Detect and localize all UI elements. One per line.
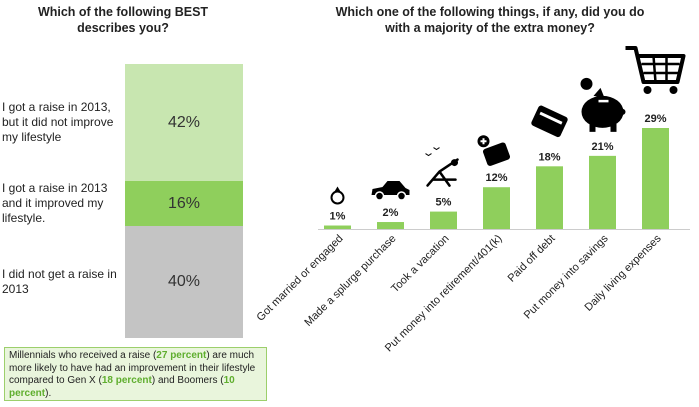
bar-value-label: 1% [330,211,346,223]
medical-kit-icon [477,135,511,166]
pig-leg [610,123,617,132]
pig-ear [593,87,605,98]
cart-wheel [669,86,678,94]
car-wheel [374,191,385,201]
cart-wheel [643,86,652,94]
category-label: Paid off debt [506,233,558,285]
insight-note: Millennials who received a raise (27 per… [4,347,267,401]
right-chart-title: Which one of the following things, if an… [330,4,650,36]
bar [589,155,616,229]
bar [377,222,404,229]
card-body [531,105,568,138]
ring-gem [334,186,341,192]
cart-frame [625,46,686,84]
person-head [451,159,458,167]
left-title-line2: describes you? [77,21,169,35]
note-highlight-boomers: 10 percent [9,375,235,399]
cart-grid [641,55,680,83]
stack-category-label: I did not get a raise in 2013 [2,267,117,297]
bar-value-label: 2% [383,207,399,219]
stack-segment-0: 42% [125,64,243,182]
plus-sign [480,138,487,145]
bar [324,225,351,229]
note-text-3: ) and Boomers ( [151,375,224,386]
category-label: Made a splurge purchase [302,233,398,329]
shopping-cart-icon [625,46,686,94]
birds [425,147,440,157]
bar-value-label: 5% [436,197,452,209]
note-highlight-genx: 18 percent [101,375,152,386]
note-text-4: ). [45,387,52,399]
category-label: Got married or engaged [255,233,346,324]
bar [483,187,510,229]
beach-chair-icon [425,147,459,187]
bar [536,166,563,229]
right-title-text: Which one of the following things, if an… [335,5,645,35]
stack-category-label: I got a raise in 2013, but it did not im… [2,100,114,145]
credit-card-icon [531,105,568,138]
stack-segment-1: 16% [125,181,243,227]
bar-value-label: 18% [538,151,560,163]
piggy-bank-icon [580,77,626,132]
left-chart-title: Which of the following BEST describes yo… [0,4,246,36]
bar [642,128,669,229]
coin-slot [598,99,609,103]
stack-value-label: 42% [167,113,201,131]
car-wheel [396,191,407,201]
pig-tail [619,108,626,115]
stack-segment-2: 40% [125,226,243,338]
ring-band [330,190,345,205]
bar-value-label: 12% [485,172,507,184]
card-stripe [539,111,563,125]
stacked-bar: 42% 16% 40% [125,64,243,338]
bar [430,211,457,229]
pig-body [581,95,624,128]
category-label: Put money into retirement/401(k) [383,233,505,355]
bar-value-label: 21% [591,141,613,153]
note-highlight-millennials: 27 percent [156,350,207,361]
bar-value-label: 29% [644,113,666,125]
car-icon [371,181,410,201]
ring-icon [330,186,345,205]
stack-value-label: 40% [167,273,201,291]
note-text-2: ) are much more likely to have had an im… [9,350,256,386]
note-text-1: Millennials who received a raise ( [9,350,157,361]
kit-box [482,142,511,166]
coin [580,77,593,90]
stack-value-label: 16% [167,194,201,212]
stack-category-label: I got a raise in 2013 and it improved my… [2,181,108,226]
pig-leg [589,123,596,132]
left-title-line1: Which of the following BEST [37,5,209,19]
